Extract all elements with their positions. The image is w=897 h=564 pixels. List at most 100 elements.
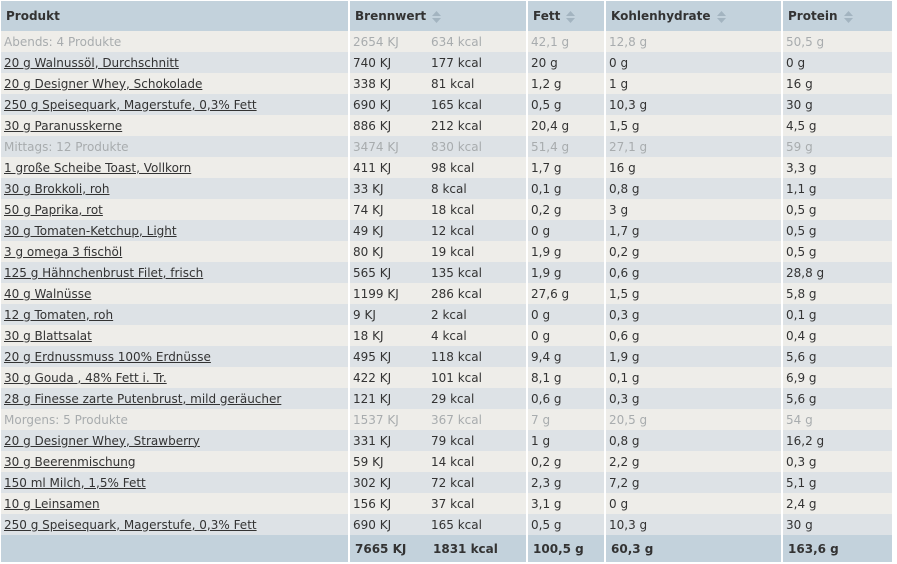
product-link[interactable]: 10 g Leinsamen	[4, 496, 100, 511]
product-link[interactable]: 250 g Speisequark, Magerstufe, 0,3% Fett	[4, 97, 257, 112]
protein-cell: 5,6 g	[783, 346, 895, 367]
kcal-cell: 19 kcal	[428, 241, 529, 262]
product-link[interactable]: 30 g Tomaten-Ketchup, Light	[4, 223, 177, 238]
product-link[interactable]: 12 g Tomaten, roh	[4, 307, 114, 322]
product-cell: 125 g Hähnchenbrust Filet, frisch	[1, 262, 350, 283]
product-cell: Abends: 4 Produkte	[1, 31, 350, 52]
protein-cell: 2,4 g	[783, 493, 895, 514]
product-cell: 50 g Paprika, rot	[1, 199, 350, 220]
fett-cell: 20,4 g	[528, 115, 607, 136]
kohlenhydrate-cell: 10,3 g	[606, 94, 784, 115]
product-link[interactable]: 30 g Paranusskerne	[4, 118, 123, 133]
kohlenhydrate-cell: 2,2 g	[606, 451, 784, 472]
kj-cell: 49 KJ	[350, 220, 428, 241]
kohlenhydrate-cell: 0 g	[606, 493, 784, 514]
product-cell: 20 g Erdnussmuss 100% Erdnüsse	[1, 346, 350, 367]
total-protein: 163,6 g	[783, 535, 895, 562]
product-link[interactable]: 3 g omega 3 fischöl	[4, 244, 123, 259]
kcal-cell: 165 kcal	[428, 94, 529, 115]
kcal-cell: 286 kcal	[428, 283, 529, 304]
kj-cell: 690 KJ	[350, 94, 428, 115]
sort-icon[interactable]	[716, 10, 726, 23]
table-row: 250 g Speisequark, Magerstufe, 0,3% Fett…	[1, 94, 895, 115]
product-link[interactable]: 40 g Walnüsse	[4, 286, 92, 301]
kohlenhydrate-cell: 0,3 g	[606, 388, 784, 409]
product-cell: Mittags: 12 Produkte	[1, 136, 350, 157]
table-row: 30 g Beerenmischung 59 KJ 14 kcal 0,2 g 2,2 …	[1, 451, 895, 472]
product-cell: 10 g Leinsamen	[1, 493, 350, 514]
product-link[interactable]: 28 g Finesse zarte Putenbrust, mild gerä…	[4, 391, 282, 406]
protein-cell: 4,5 g	[783, 115, 895, 136]
product-link[interactable]: 250 g Speisequark, Magerstufe, 0,3% Fett	[4, 517, 257, 532]
product-link[interactable]: 1 große Scheibe Toast, Vollkorn	[4, 160, 192, 175]
kj-cell: 740 KJ	[350, 52, 428, 73]
fett-cell: 42,1 g	[528, 31, 607, 52]
kcal-cell: 4 kcal	[428, 325, 529, 346]
product-link[interactable]: 30 g Gouda , 48% Fett i. Tr.	[4, 370, 167, 385]
kcal-cell: 18 kcal	[428, 199, 529, 220]
kohlenhydrate-cell: 0,8 g	[606, 430, 784, 451]
table-row: 30 g Blattsalat 18 KJ 4 kcal 0 g 0,6 g 0,4 g	[1, 325, 895, 346]
totals-label-cell	[1, 535, 350, 562]
kcal-cell: 830 kcal	[428, 136, 529, 157]
fett-cell: 0,6 g	[528, 388, 607, 409]
protein-cell: 5,1 g	[783, 472, 895, 493]
kohlenhydrate-cell: 20,5 g	[606, 409, 784, 430]
kj-cell: 338 KJ	[350, 73, 428, 94]
product-link[interactable]: 125 g Hähnchenbrust Filet, frisch	[4, 265, 204, 280]
table-row: 20 g Walnussöl, Durchschnitt 740 KJ 177 kc…	[1, 52, 895, 73]
column-header-label: Brennwert	[355, 9, 427, 23]
kcal-cell: 8 kcal	[428, 178, 529, 199]
product-cell: 12 g Tomaten, roh	[1, 304, 350, 325]
protein-cell: 3,3 g	[783, 157, 895, 178]
group-row: Morgens: 5 Produkte 1537 KJ 367 kcal 7 g 20,…	[1, 409, 895, 430]
kj-cell: 411 KJ	[350, 157, 428, 178]
product-link[interactable]: 150 ml Milch, 1,5% Fett	[4, 475, 146, 490]
kohlenhydrate-cell: 27,1 g	[606, 136, 784, 157]
column-header-label: Protein	[788, 9, 838, 23]
fett-cell: 1,7 g	[528, 157, 607, 178]
product-link[interactable]: 30 g Brokkoli, roh	[4, 181, 110, 196]
column-header-kohlenhydrate[interactable]: Kohlenhydrate	[606, 1, 784, 31]
product-link[interactable]: 20 g Walnussöl, Durchschnitt	[4, 55, 179, 70]
kj-cell: 331 KJ	[350, 430, 428, 451]
kcal-cell: 101 kcal	[428, 367, 529, 388]
fett-cell: 1 g	[528, 430, 607, 451]
product-cell: 30 g Tomaten-Ketchup, Light	[1, 220, 350, 241]
kj-cell: 59 KJ	[350, 451, 428, 472]
product-link[interactable]: 30 g Blattsalat	[4, 328, 92, 343]
product-cell: 28 g Finesse zarte Putenbrust, mild gerä…	[1, 388, 350, 409]
fett-cell: 0,1 g	[528, 178, 607, 199]
product-cell: 20 g Designer Whey, Schokolade	[1, 73, 350, 94]
column-header-brennwert[interactable]: Brennwert	[350, 1, 529, 31]
column-header-fett[interactable]: Fett	[528, 1, 607, 31]
product-link[interactable]: 20 g Designer Whey, Schokolade	[4, 76, 203, 91]
kcal-cell: 135 kcal	[428, 262, 529, 283]
product-link[interactable]: 50 g Paprika, rot	[4, 202, 103, 217]
column-header-protein[interactable]: Protein	[783, 1, 895, 31]
fett-cell: 1,9 g	[528, 262, 607, 283]
fett-cell: 0 g	[528, 325, 607, 346]
kohlenhydrate-cell: 1,7 g	[606, 220, 784, 241]
product-cell: 30 g Paranusskerne	[1, 115, 350, 136]
fett-cell: 1,2 g	[528, 73, 607, 94]
product-link[interactable]: 30 g Beerenmischung	[4, 454, 136, 469]
sort-icon[interactable]	[843, 10, 853, 23]
table-row: 150 ml Milch, 1,5% Fett 302 KJ 72 kcal 2,3 …	[1, 472, 895, 493]
kj-cell: 690 KJ	[350, 514, 428, 535]
sort-icon[interactable]	[432, 10, 442, 23]
kohlenhydrate-cell: 10,3 g	[606, 514, 784, 535]
protein-cell: 54 g	[783, 409, 895, 430]
kj-cell: 80 KJ	[350, 241, 428, 262]
table-row: 20 g Erdnussmuss 100% Erdnüsse 495 KJ 118 …	[1, 346, 895, 367]
kcal-cell: 118 kcal	[428, 346, 529, 367]
product-link[interactable]: 20 g Erdnussmuss 100% Erdnüsse	[4, 349, 211, 364]
fett-cell: 2,3 g	[528, 472, 607, 493]
product-link[interactable]: 20 g Designer Whey, Strawberry	[4, 433, 200, 448]
protein-cell: 0,3 g	[783, 451, 895, 472]
protein-cell: 6,9 g	[783, 367, 895, 388]
sort-icon[interactable]	[566, 10, 576, 23]
kj-cell: 18 KJ	[350, 325, 428, 346]
table-row: 30 g Tomaten-Ketchup, Light 49 KJ 12 kcal 0…	[1, 220, 895, 241]
